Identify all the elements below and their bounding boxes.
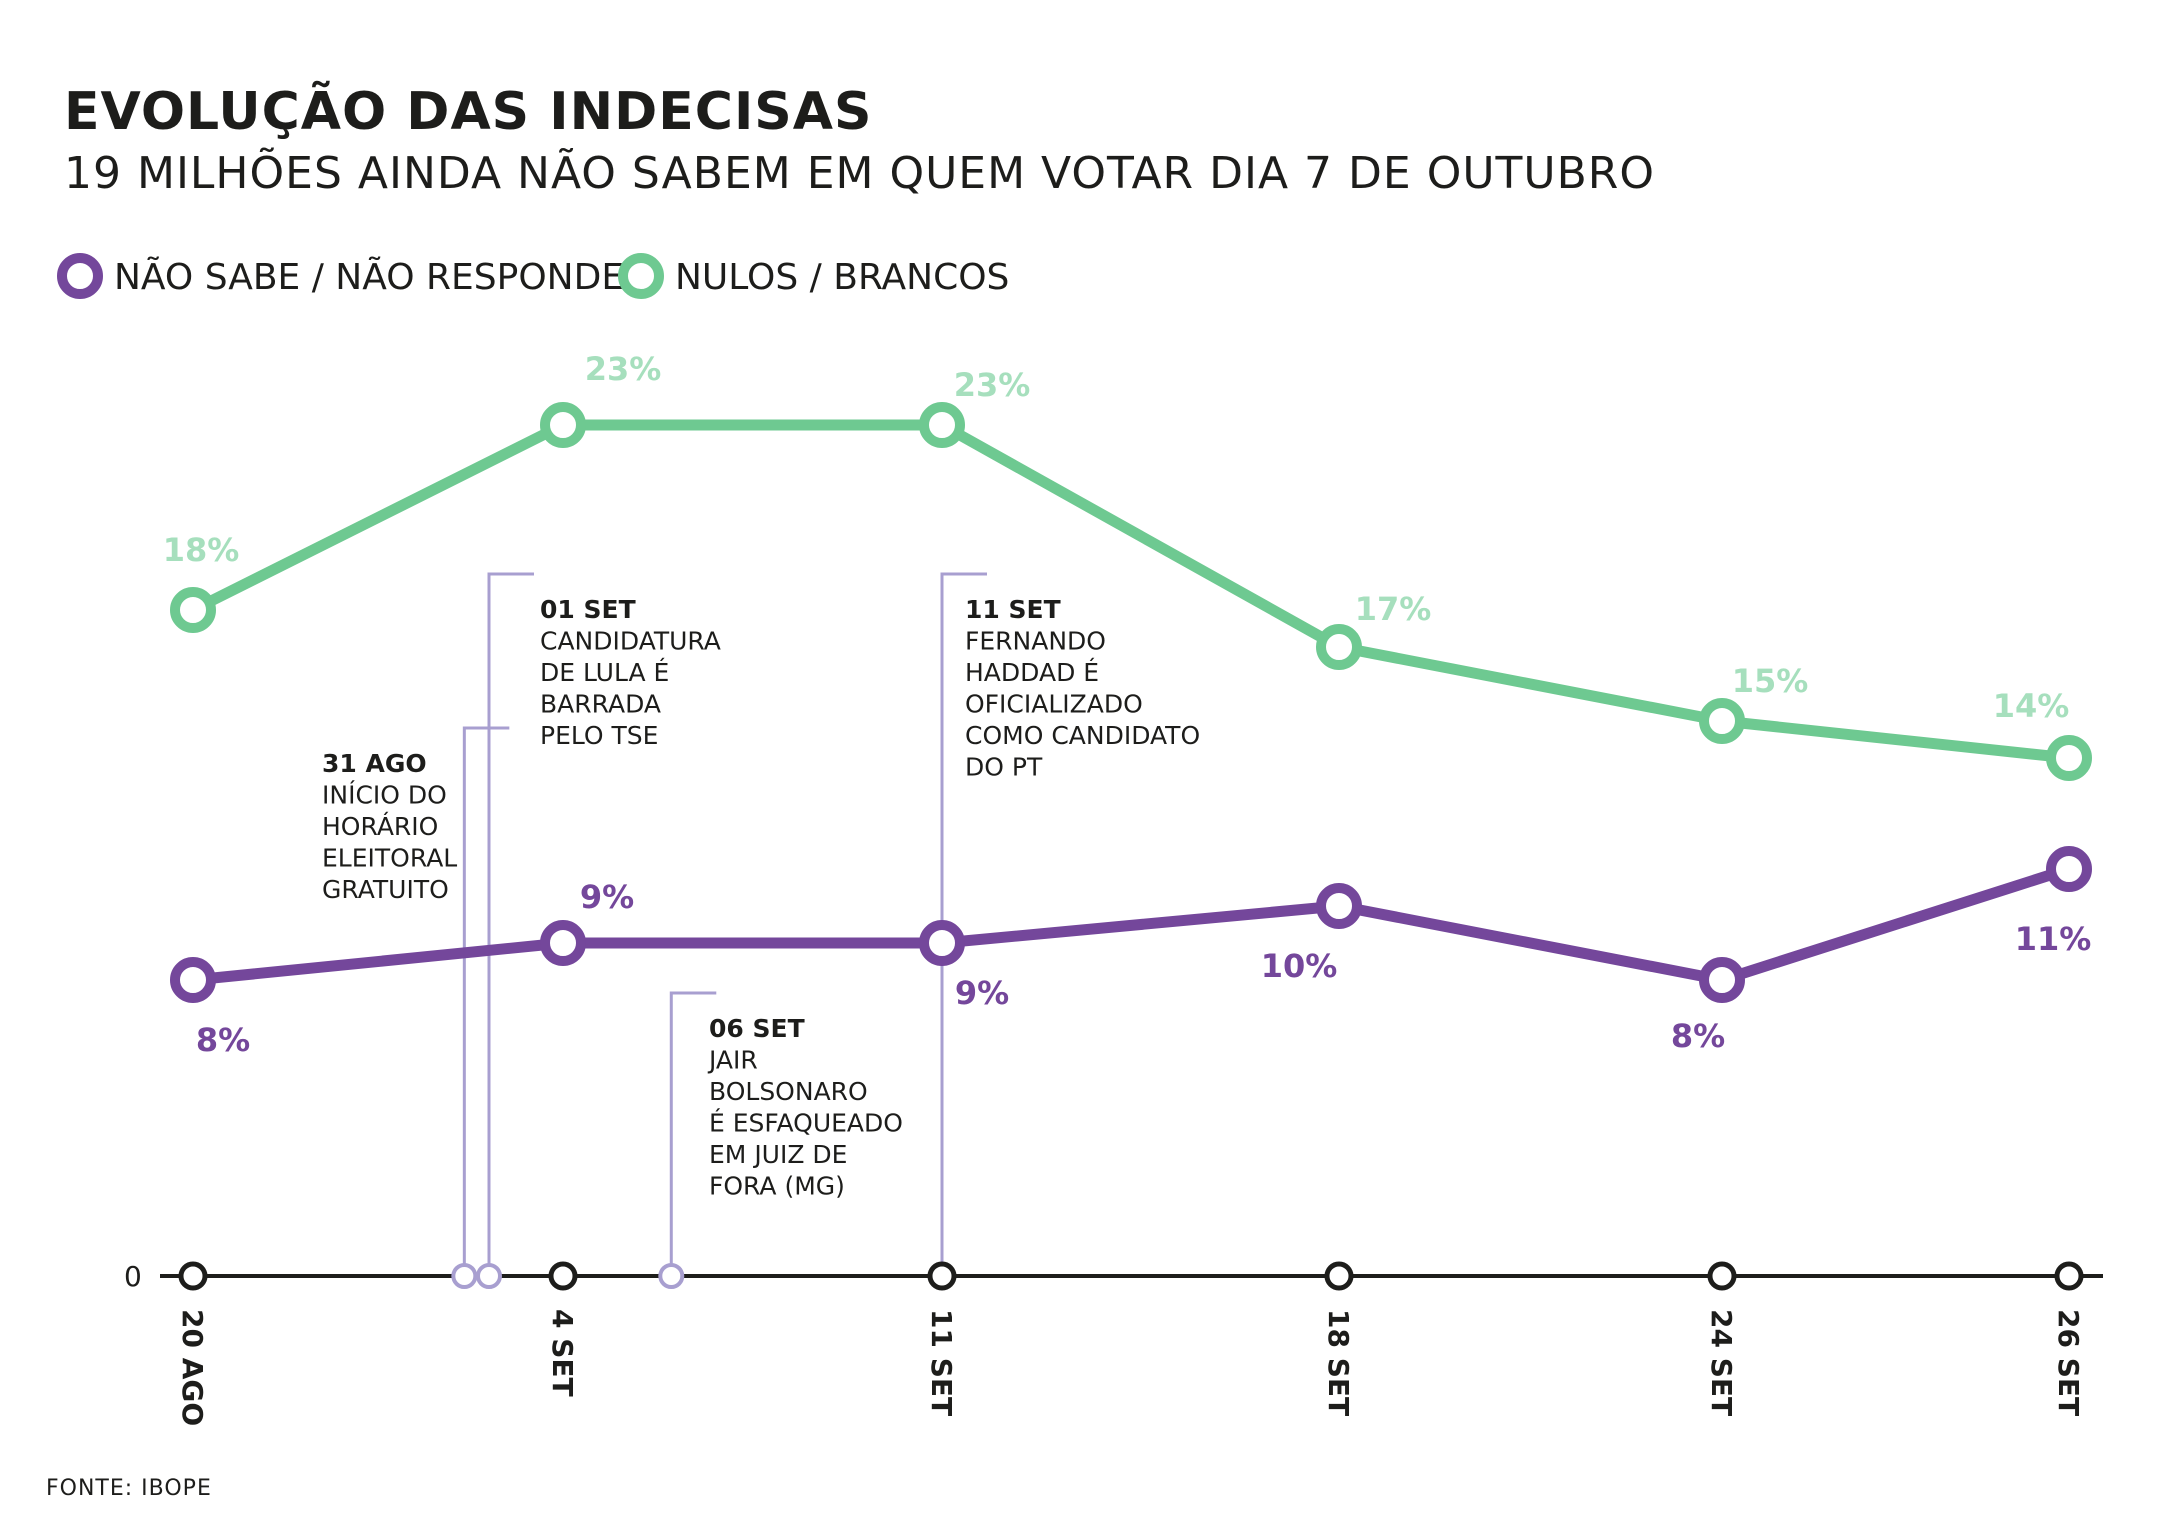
series-1-label-1: 23% [585, 350, 662, 388]
annotation-line-3-2: OFICIALIZADO [965, 690, 1143, 719]
annotation-tick-2 [658, 1263, 685, 1289]
series-1-label-0: 18% [163, 531, 240, 569]
series-0-label-5: 11% [2015, 920, 2092, 958]
series-0-label-3: 10% [1261, 947, 1338, 985]
x-tick-0 [178, 1261, 208, 1291]
x-tick-label-2: 11 SET [925, 1309, 958, 1416]
annotation-line-3-1: HADDAD É [965, 658, 1099, 687]
series-0-point-3 [1316, 883, 1362, 929]
annotation-tick-0 [451, 1263, 478, 1289]
annotation-line-2-2: É ESFAQUEADO [709, 1109, 903, 1138]
series-1-point-4 [1699, 698, 1745, 744]
annotation-line-1-2: BARRADA [540, 690, 661, 719]
legend-marker-0 [57, 253, 103, 299]
source-note: FONTE: IBOPE [46, 1476, 212, 1501]
x-tick-1 [548, 1261, 578, 1291]
series-1-label-4: 15% [1732, 662, 1809, 700]
annotation-bracket-3 [940, 572, 987, 1276]
annotation-line-0-2: ELEITORAL [322, 844, 457, 873]
annotation-line-3-3: COMO CANDIDATO [965, 721, 1200, 750]
annotation-bracket-0 [462, 726, 510, 1276]
x-tick-label-3: 18 SET [1322, 1309, 1355, 1416]
annotation-line-0-0: INÍCIO DO [322, 781, 447, 810]
annotation-line-1-0: CANDIDATURA [540, 627, 721, 656]
series-0-point-2 [919, 920, 965, 966]
annotation-title-3: 11 SET [965, 595, 1061, 624]
x-tick-4 [1707, 1261, 1737, 1291]
annotation-title-1: 01 SET [540, 595, 636, 624]
annotation-line-2-3: EM JUIZ DE [709, 1140, 847, 1169]
annotation-tick-1 [476, 1263, 502, 1289]
series-0-label-1: 9% [580, 878, 634, 916]
annotation-title-0: 31 AGO [322, 749, 427, 778]
annotation-bracket-2 [669, 991, 717, 1276]
series-1-label-3: 17% [1355, 590, 1432, 628]
annotation-line-0-3: GRATUITO [322, 875, 449, 904]
legend-marker-1 [618, 253, 664, 299]
series-0-label-2: 9% [955, 974, 1009, 1012]
series-line-1 [187, 419, 2075, 764]
annotation-title-2: 06 SET [709, 1014, 805, 1043]
annotation-line-2-4: FORA (MG) [709, 1172, 845, 1201]
series-0-point-1 [540, 920, 586, 966]
annotation-line-3-0: FERNANDO [965, 627, 1106, 656]
x-tick-label-1: 4 SET [546, 1309, 579, 1397]
series-1-point-3 [1316, 624, 1362, 670]
annotation-line-1-1: DE LULA É [540, 658, 669, 687]
series-0-label-4: 8% [1671, 1017, 1725, 1055]
series-1-point-2 [919, 402, 965, 448]
series-1-label-2: 23% [954, 366, 1031, 404]
x-tick-3 [1324, 1261, 1354, 1291]
x-tick-label-5: 26 SET [2052, 1309, 2085, 1416]
series-line-0 [187, 863, 2075, 986]
annotation-line-0-1: HORÁRIO [322, 812, 438, 841]
x-tick-2 [927, 1261, 957, 1291]
x-tick-label-4: 24 SET [1705, 1309, 1738, 1416]
chart-subtitle: 19 MILHÕES AINDA NÃO SABEM EM QUEM VOTAR… [64, 148, 1656, 199]
series-0-point-5 [2046, 846, 2092, 892]
series-0-point-4 [1699, 957, 1745, 1003]
legend-label-1: NULOS / BRANCOS [675, 257, 1009, 298]
series-0-point-0 [170, 957, 216, 1003]
x-tick-label-0: 20 AGO [176, 1309, 209, 1426]
annotation-line-2-0: JAIR [707, 1046, 758, 1075]
series-1-point-5 [2046, 735, 2092, 781]
series-1-point-0 [170, 587, 216, 633]
chart-title: EVOLUÇÃO DAS INDECISAS [64, 82, 873, 142]
annotation-line-2-1: BOLSONARO [709, 1077, 868, 1106]
legend-label-0: NÃO SABE / NÃO RESPONDEU [114, 256, 650, 298]
series-1-point-1 [540, 402, 586, 448]
series-0-label-0: 8% [196, 1021, 250, 1059]
x-tick-5 [2054, 1261, 2084, 1291]
annotation-line-1-3: PELO TSE [540, 721, 658, 750]
y-zero-label: 0 [124, 1260, 142, 1293]
annotation-line-3-4: DO PT [965, 753, 1043, 782]
series-1-label-5: 14% [1993, 687, 2070, 725]
annotation-bracket-1 [487, 572, 534, 1276]
